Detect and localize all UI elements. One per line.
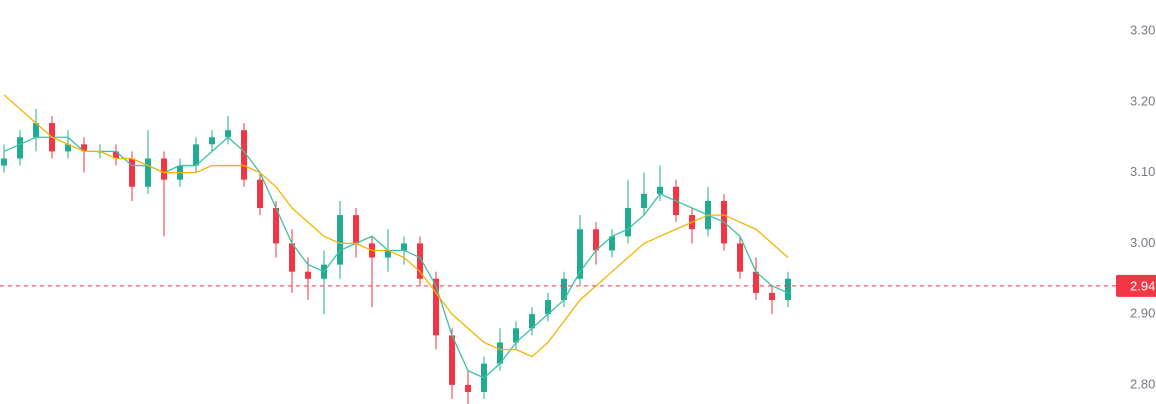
- candle-body: [145, 158, 151, 187]
- moving-average-line: [3, 136, 789, 379]
- candle-body: [225, 130, 231, 138]
- candle-body: [113, 151, 119, 159]
- candle-body: [305, 271, 311, 279]
- candle-body: [785, 278, 791, 300]
- candle-body: [193, 144, 199, 166]
- candle-body: [1, 158, 7, 166]
- y-tick-label: 3.00: [1130, 235, 1155, 250]
- candle-body: [257, 179, 263, 209]
- candle-body: [385, 250, 391, 258]
- current-price-label: 2.94: [1130, 278, 1155, 293]
- candle-body: [657, 186, 663, 194]
- candle-body: [417, 243, 423, 279]
- candle-body: [769, 292, 775, 300]
- candle-body: [753, 271, 759, 293]
- y-tick-label: 2.80: [1130, 376, 1155, 391]
- candle-body: [353, 215, 359, 244]
- candle-body: [129, 158, 135, 187]
- candle-body: [433, 278, 439, 336]
- y-tick-label: 3.10: [1130, 164, 1155, 179]
- candle-body: [513, 328, 519, 343]
- candle-body: [209, 137, 215, 145]
- y-tick-label: 3.20: [1130, 93, 1155, 108]
- candle-body: [545, 299, 551, 315]
- candle-body: [609, 236, 615, 251]
- y-tick-label: 3.30: [1130, 23, 1155, 38]
- candle-body: [81, 144, 87, 152]
- candle-body: [625, 208, 631, 237]
- moving-average-line: [3, 94, 789, 358]
- candle-body: [161, 158, 167, 180]
- candle-body: [289, 243, 295, 272]
- candle-body: [561, 278, 567, 300]
- candle-body: [337, 215, 343, 265]
- candle-body: [33, 123, 39, 138]
- current-price-badge: [1116, 274, 1156, 297]
- candle-body: [17, 137, 23, 159]
- candle-body: [577, 229, 583, 279]
- candle-body: [497, 342, 503, 364]
- candle-body: [593, 229, 599, 251]
- candle-body: [529, 314, 535, 329]
- candle-body: [737, 243, 743, 272]
- candle-body: [641, 193, 647, 209]
- candle-body: [273, 208, 279, 244]
- candle-body: [465, 384, 471, 392]
- candle-body: [65, 144, 71, 152]
- candle-body: [241, 130, 247, 180]
- candle-body: [449, 335, 455, 385]
- candle-body: [401, 243, 407, 251]
- y-tick-label: 2.90: [1130, 306, 1155, 321]
